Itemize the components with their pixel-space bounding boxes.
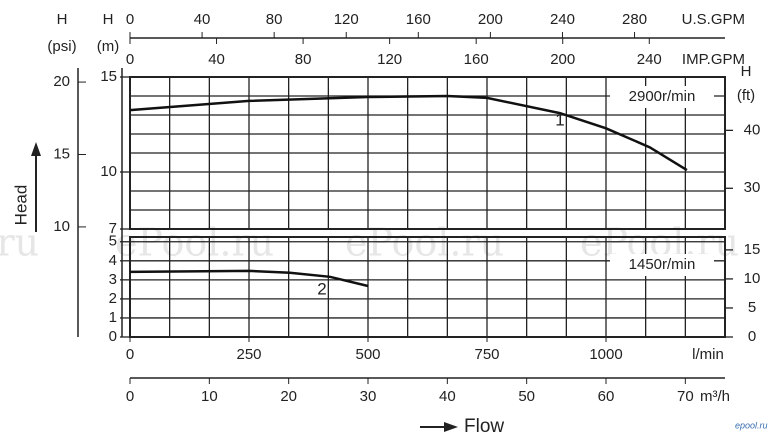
us_gpm-tick-label: 160 (406, 11, 431, 28)
m-title: H (103, 11, 114, 28)
watermark: ePool.ru (115, 221, 274, 265)
x-tick-label: 1000 (589, 346, 622, 363)
us_gpm-tick-label: 280 (622, 11, 647, 28)
x-tick-label: 750 (474, 346, 499, 363)
watermark: ePool.ru (345, 221, 504, 265)
y-tick-label: 7 (109, 220, 117, 237)
x-tick-label: 0 (126, 346, 134, 363)
imp_gpm-tick-label: 0 (126, 51, 134, 68)
us_gpm-tick-label: 200 (478, 11, 503, 28)
x-tick-label: 500 (355, 346, 380, 363)
ft-title: H (741, 63, 752, 80)
m3h-tick-label: 40 (439, 388, 456, 405)
y-tick-label: 1 (109, 309, 117, 326)
imp_gpm-label: IMP.GPM (682, 51, 745, 68)
us_gpm-tick-label: 120 (334, 11, 359, 28)
psi-title: H (57, 11, 68, 28)
imp_gpm-tick-label: 160 (464, 51, 489, 68)
y2-tick-label: 0 (748, 328, 756, 345)
curve (129, 269, 369, 288)
us_gpm-label: U.S.GPM (682, 11, 745, 28)
psi-tick-label: 10 (53, 218, 70, 235)
psi-tick-label: 20 (53, 73, 70, 90)
y2-tick-label: 30 (744, 179, 761, 196)
us_gpm-tick-label: 240 (550, 11, 575, 28)
curve (129, 94, 688, 172)
m3h-tick-label: 10 (201, 388, 218, 405)
speed-annotation: 1450r/min (629, 256, 696, 273)
curve-label: 1 (555, 110, 564, 129)
us_gpm-tick-label: 80 (266, 11, 283, 28)
imp_gpm-tick-label: 240 (637, 51, 662, 68)
watermark: ePool.ru (0, 221, 39, 265)
y-tick-label: 15 (100, 68, 117, 85)
y2-tick-label: 5 (748, 299, 756, 316)
m3h-tick-label: 20 (280, 388, 297, 405)
curve-label: 2 (317, 279, 326, 298)
annotation-box (610, 254, 714, 276)
m3h-tick-label: 50 (518, 388, 535, 405)
y2-tick-label: 15 (744, 241, 761, 258)
y-tick-label: 2 (109, 290, 117, 307)
y-tick-label: 5 (109, 233, 117, 250)
head-arrowhead (31, 142, 41, 156)
y-axis-title: Head (11, 185, 30, 226)
psi-unit: (psi) (47, 38, 76, 55)
m3h-tick-label: 0 (126, 388, 134, 405)
credit: epool.ru (735, 420, 768, 430)
y-tick-label: 10 (100, 163, 117, 180)
m3h-tick-label: 60 (598, 388, 615, 405)
imp_gpm-tick-label: 200 (550, 51, 575, 68)
m3h-tick-label: 70 (677, 388, 694, 405)
y-tick-label: 3 (109, 271, 117, 288)
psi-tick-label: 15 (53, 145, 70, 162)
y2-tick-label: 40 (744, 121, 761, 138)
annotation-box (610, 86, 714, 108)
x-tick-label: 250 (236, 346, 261, 363)
y-tick-label: 4 (109, 252, 117, 269)
m-unit: (m) (97, 38, 120, 55)
imp_gpm-tick-label: 120 (377, 51, 402, 68)
us_gpm-tick-label: 0 (126, 11, 134, 28)
us_gpm-tick-label: 40 (194, 11, 211, 28)
y2-tick-label: 10 (744, 270, 761, 287)
x-axis-title: Flow (464, 416, 504, 437)
imp_gpm-tick-label: 80 (295, 51, 312, 68)
x-axis-label: l/min (692, 346, 724, 363)
imp_gpm-tick-label: 40 (208, 51, 225, 68)
flow-arrowhead (444, 422, 458, 432)
ft-unit: (ft) (737, 87, 755, 104)
y-tick-label: 0 (109, 328, 117, 345)
m3h-tick-label: 30 (360, 388, 377, 405)
speed-annotation: 2900r/min (629, 88, 696, 105)
m3h-label: m³/h (700, 388, 730, 405)
